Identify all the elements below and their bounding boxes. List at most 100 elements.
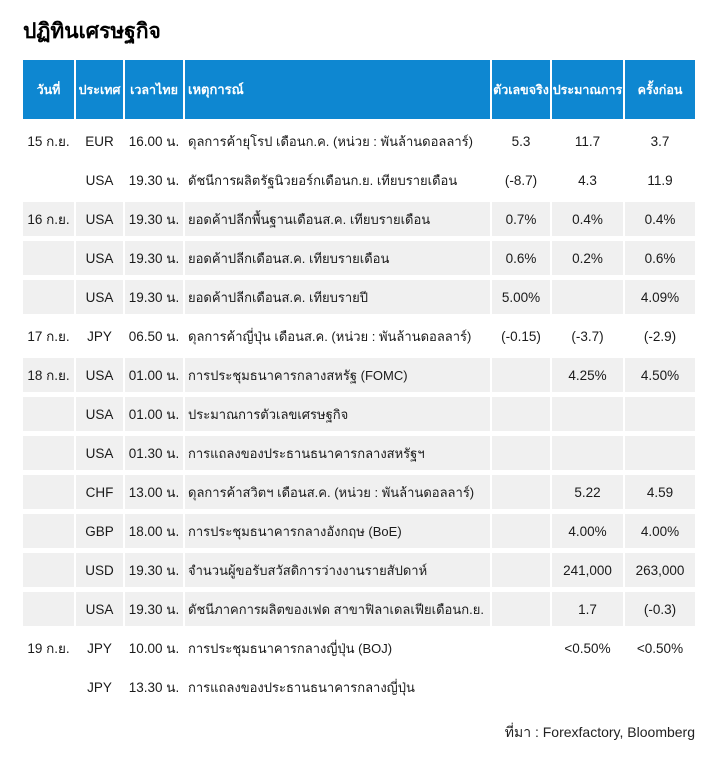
cell-previous: 4.00%: [625, 514, 695, 548]
cell-time: 19.30 น.: [125, 280, 183, 314]
cell-time: 19.30 น.: [125, 553, 183, 587]
cell-date: 16 ก.ย.: [23, 202, 74, 236]
cell-country: JPY: [87, 640, 112, 656]
cell-date: [23, 163, 74, 197]
cell-country: USA: [76, 592, 123, 626]
cell-event: การแถลงของประธานธนาคารกลางญี่ปุ่น: [188, 679, 415, 695]
table-row: 19 ก.ย. JPY 10.00 น. การประชุมธนาคารกลางญี่…: [23, 631, 695, 665]
cell-time: 19.30 น.: [125, 592, 183, 626]
table-row: 16 ก.ย. USA 19.30 น. ยอดค้าปลีกพื้นฐานเดือน…: [23, 202, 695, 236]
cell-forecast: [552, 436, 623, 470]
cell-previous: [625, 397, 695, 431]
cell-actual: [492, 670, 550, 704]
cell-actual: (-8.7): [504, 172, 538, 188]
column-header-country: ประเทศ: [76, 60, 123, 119]
cell-country: EUR: [85, 133, 114, 149]
cell-previous: (-2.9): [643, 328, 677, 344]
cell-time: 10.00 น.: [128, 641, 180, 656]
cell-country: USD: [76, 553, 123, 587]
cell-date: 17 ก.ย.: [27, 329, 70, 344]
cell-actual: [492, 553, 550, 587]
cell-actual: [492, 592, 550, 626]
cell-actual: [492, 436, 550, 470]
cell-event: ยอดค้าปลีกเดือนส.ค. เทียบรายเดือน: [185, 241, 490, 275]
cell-previous: <0.50%: [636, 640, 684, 656]
table-row: USA 01.30 น. การแถลงของประธานธนาคารกลางสหร…: [23, 436, 695, 470]
cell-country: USA: [76, 358, 123, 392]
cell-forecast: 11.7: [574, 133, 601, 149]
cell-country: GBP: [76, 514, 123, 548]
cell-forecast: (-3.7): [571, 328, 604, 344]
cell-date: 15 ก.ย.: [27, 134, 70, 149]
cell-time: 19.30 น.: [128, 173, 180, 188]
cell-actual: 0.7%: [492, 202, 550, 236]
cell-date: 18 ก.ย.: [23, 358, 74, 392]
cell-actual: 5.3: [511, 133, 531, 149]
cell-date: [23, 553, 74, 587]
cell-forecast: 1.7: [552, 592, 623, 626]
cell-date: 19 ก.ย.: [27, 641, 70, 656]
table-row: GBP 18.00 น. การประชุมธนาคารกลางอังกฤษ (Bo…: [23, 514, 695, 548]
cell-country: JPY: [87, 679, 112, 695]
cell-event: ยอดค้าปลีกเดือนส.ค. เทียบรายปี: [185, 280, 490, 314]
cell-actual: 0.6%: [492, 241, 550, 275]
cell-event: ดุลการค้ายุโรป เดือนก.ค. (หน่วย : พันล้า…: [188, 133, 473, 149]
table-row: USA 19.30 น. ดัชนีภาคการผลิตของเฟด สาขาฟิล…: [23, 592, 695, 626]
cell-event: ยอดค้าปลีกพื้นฐานเดือนส.ค. เทียบรายเดือน: [185, 202, 490, 236]
table-row: 15 ก.ย. EUR 16.00 น. ดุลการค้ายุโรป เดือนก.…: [23, 124, 695, 158]
cell-forecast: 241,000: [552, 553, 623, 587]
table-row: USA 01.00 น. ประมาณการตัวเลขเศรษฐกิจ: [23, 397, 695, 431]
cell-event: ดุลการค้าสวิตฯ เดือนส.ค. (หน่วย : พันล้า…: [185, 475, 490, 509]
cell-time: 06.50 น.: [128, 329, 180, 344]
cell-event: การประชุมธนาคารกลางญี่ปุ่น (BOJ): [188, 640, 393, 656]
cell-time: 01.30 น.: [125, 436, 183, 470]
cell-forecast: [552, 670, 623, 704]
table-row: USA 19.30 น. ดัชนีการผลิตรัฐนิวยอร์กเดือนก…: [23, 163, 695, 197]
cell-forecast: [552, 280, 623, 314]
cell-forecast: 5.22: [552, 475, 623, 509]
table-body: 15 ก.ย. EUR 16.00 น. ดุลการค้ายุโรป เดือนก.…: [23, 124, 695, 704]
cell-forecast: [552, 397, 623, 431]
cell-previous: [625, 436, 695, 470]
cell-previous: 263,000: [625, 553, 695, 587]
cell-event: ดัชนีภาคการผลิตของเฟด สาขาฟิลาเดลเฟียเดื…: [185, 592, 490, 626]
cell-country: USA: [76, 397, 123, 431]
cell-date: [23, 280, 74, 314]
column-header-date: วันที่: [23, 60, 74, 119]
cell-date: [23, 592, 74, 626]
cell-actual: (-0.15): [501, 328, 541, 344]
cell-time: 01.00 น.: [125, 397, 183, 431]
cell-actual: [492, 475, 550, 509]
cell-forecast: 4.3: [578, 172, 597, 188]
column-header-event: เหตุการณ์: [185, 60, 490, 119]
cell-previous: 11.9: [647, 172, 673, 188]
column-header-actual: ตัวเลขจริง: [492, 60, 550, 119]
cell-actual: [492, 631, 550, 665]
cell-country: CHF: [76, 475, 123, 509]
cell-event: ดุลการค้าญี่ปุ่น เดือนส.ค. (หน่วย : พันล…: [188, 328, 472, 344]
cell-event: การประชุมธนาคารกลางสหรัฐ (FOMC): [185, 358, 490, 392]
cell-forecast: 4.25%: [552, 358, 623, 392]
cell-country: USA: [85, 172, 114, 188]
cell-event: การประชุมธนาคารกลางอังกฤษ (BoE): [185, 514, 490, 548]
cell-time: 19.30 น.: [125, 241, 183, 275]
cell-country: USA: [76, 241, 123, 275]
cell-forecast: 4.00%: [552, 514, 623, 548]
cell-date: [23, 397, 74, 431]
cell-actual: [492, 514, 550, 548]
table-row: CHF 13.00 น. ดุลการค้าสวิตฯ เดือนส.ค. (หน่…: [23, 475, 695, 509]
cell-country: USA: [76, 280, 123, 314]
source-note: ที่มา : Forexfactory, Bloomberg: [504, 724, 695, 740]
cell-event: การแถลงของประธานธนาคารกลางสหรัฐฯ: [185, 436, 490, 470]
cell-time: 01.00 น.: [125, 358, 183, 392]
cell-date: [23, 514, 74, 548]
cell-previous: 4.09%: [625, 280, 695, 314]
table-row: USA 19.30 น. ยอดค้าปลีกเดือนส.ค. เทียบรายป…: [23, 280, 695, 314]
column-header-time: เวลาไทย: [125, 60, 183, 119]
cell-event: ประมาณการตัวเลขเศรษฐกิจ: [185, 397, 490, 431]
table-row: USD 19.30 น. จำนวนผู้ขอรับสวัสดิการว่างงาน…: [23, 553, 695, 587]
cell-event: ดัชนีการผลิตรัฐนิวยอร์กเดือนก.ย. เทียบรา…: [188, 172, 458, 188]
cell-time: 13.00 น.: [125, 475, 183, 509]
table-row: 18 ก.ย. USA 01.00 น. การประชุมธนาคารกลางสหร…: [23, 358, 695, 392]
